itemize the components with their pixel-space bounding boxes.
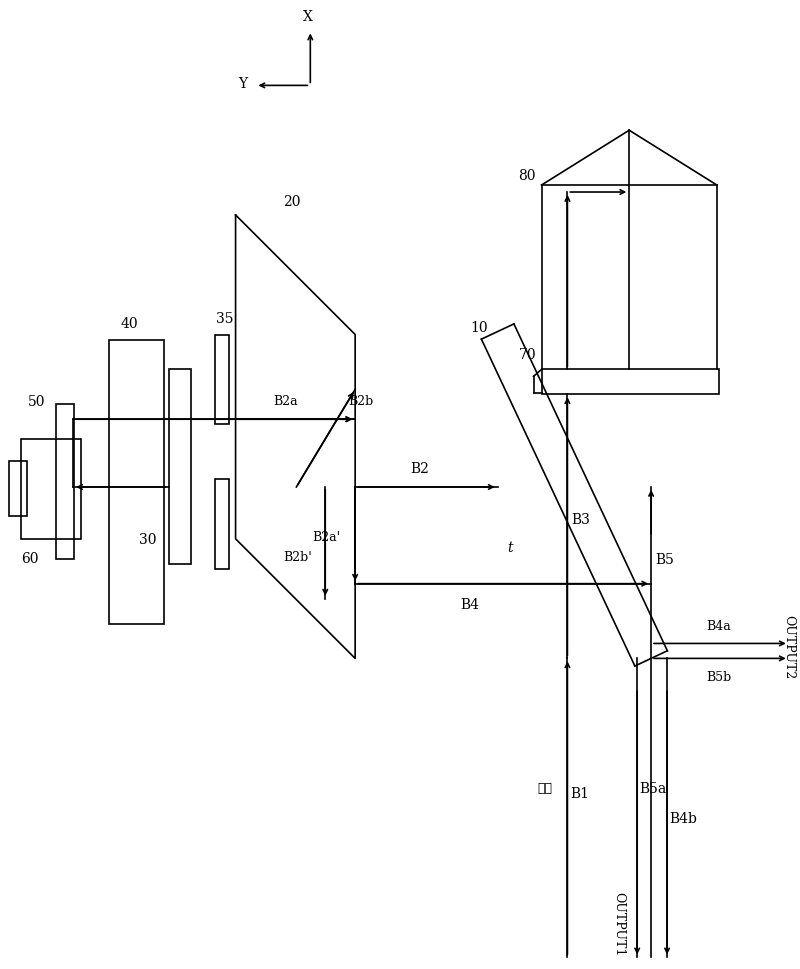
Text: B5a: B5a [639, 781, 666, 796]
Text: 70: 70 [519, 348, 537, 362]
Text: B4a: B4a [706, 620, 731, 633]
Bar [56, 405, 74, 559]
Text: B2: B2 [410, 461, 430, 476]
Text: 30: 30 [139, 532, 157, 547]
Text: B4b: B4b [669, 811, 697, 825]
Bar [214, 480, 229, 569]
Text: 10: 10 [470, 320, 488, 334]
Bar [542, 370, 719, 395]
Text: 入射: 入射 [537, 782, 552, 795]
Text: B2a': B2a' [312, 531, 340, 544]
Text: B5b: B5b [706, 671, 731, 684]
Bar [109, 340, 164, 624]
Text: B2b: B2b [348, 394, 374, 408]
Text: OUTPUT1: OUTPUT1 [613, 891, 626, 955]
Text: B3: B3 [571, 513, 590, 526]
Text: t: t [507, 541, 513, 554]
Text: 35: 35 [216, 311, 233, 326]
Bar [169, 370, 190, 564]
Text: 50: 50 [28, 395, 46, 409]
Bar [10, 461, 27, 516]
Text: B4: B4 [460, 597, 479, 611]
Bar [214, 335, 229, 424]
Text: OUTPUT2: OUTPUT2 [782, 614, 796, 679]
Text: B2b': B2b' [283, 550, 312, 564]
Text: 80: 80 [518, 169, 535, 183]
Text: Y: Y [238, 78, 247, 91]
Text: 60: 60 [22, 551, 39, 565]
Text: 40: 40 [120, 316, 138, 330]
Text: B1: B1 [570, 786, 590, 800]
Text: X: X [303, 10, 314, 23]
Text: B5: B5 [655, 552, 674, 566]
Text: 20: 20 [283, 195, 301, 208]
Text: B2a: B2a [273, 394, 298, 408]
Bar [22, 440, 81, 540]
